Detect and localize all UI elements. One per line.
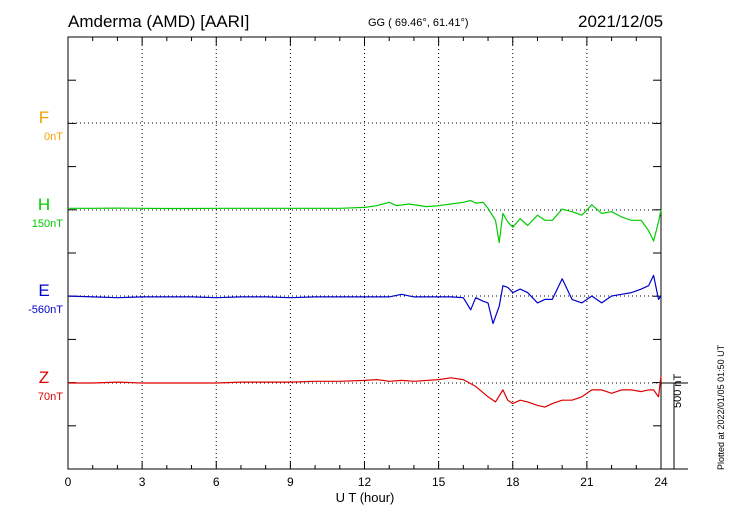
plotted-timestamp: Plotted at 2022/01/05 01:50 UT	[716, 344, 726, 470]
x-tick-label: 3	[138, 475, 146, 489]
date-label: 2021/12/05	[578, 12, 664, 31]
component-letter-f: F	[38, 108, 50, 127]
x-tick-label: 12	[357, 475, 372, 489]
x-tick-label: 21	[580, 475, 594, 489]
x-tick-label: 9	[287, 475, 294, 489]
x-tick-label: 24	[654, 475, 668, 489]
x-tick-label: 18	[506, 475, 520, 489]
x-axis-label: U T (hour)	[335, 490, 395, 505]
coordinates-label: GG ( 69.46°, 61.41°)	[368, 17, 469, 29]
series-line-z	[68, 376, 662, 408]
component-baseline-f: 0nT	[44, 131, 63, 143]
component-letter-e: E	[38, 281, 50, 300]
component-baseline-z: 70nT	[37, 391, 63, 403]
series-line-h	[68, 199, 662, 244]
x-tick-label: 6	[212, 475, 220, 489]
component-baseline-e: -560nT	[28, 304, 63, 316]
series-line-e	[67, 274, 662, 325]
x-tick-label: 15	[431, 475, 446, 489]
component-baseline-h: 150nT	[31, 218, 63, 230]
component-letter-z: Z	[38, 368, 50, 387]
component-letter-h: H	[37, 195, 51, 214]
scale-bar-label: 500 nT	[672, 373, 684, 408]
station-title: Amderma (AMD) [AARI]	[68, 12, 250, 31]
x-tick-label: 0	[64, 475, 72, 489]
